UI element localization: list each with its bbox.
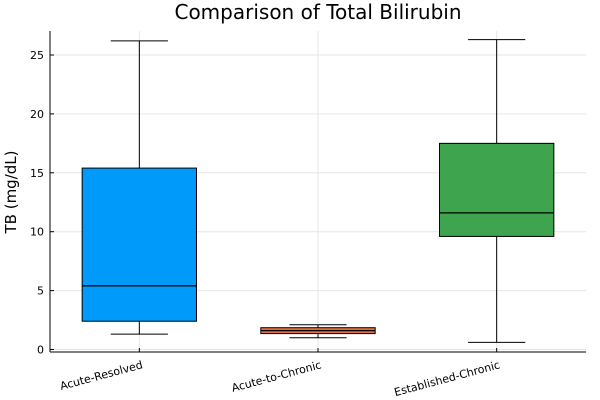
y-tick-label: 0: [37, 344, 44, 357]
y-tick-labels: 0 5 10 15 20 25: [30, 49, 44, 357]
y-tick-label: 10: [30, 226, 44, 239]
x-tick-label: Acute-Resolved: [59, 358, 145, 393]
box-established-chronic: [438, 39, 555, 343]
box-acute-resolved: [81, 40, 198, 335]
x-tick-label: Acute-to-Chronic: [230, 358, 323, 394]
y-tick-label: 25: [30, 49, 44, 62]
y-tick-label: 20: [30, 108, 44, 121]
chart-title: Comparison of Total Bilirubin: [174, 0, 461, 24]
x-tick-label: Established-Chronic: [393, 358, 502, 399]
box-iqr: [438, 142, 555, 237]
box-acute-to-chronic: [260, 324, 376, 339]
box-iqr: [81, 167, 198, 322]
box-plots: [81, 39, 555, 343]
y-axis-label: TB (mg/dL): [2, 151, 20, 235]
y-tick-label: 15: [30, 167, 44, 180]
axes: [49, 31, 586, 353]
x-tick-labels: Acute-Resolved Acute-to-Chronic Establishe…: [59, 358, 502, 399]
y-tick-label: 5: [37, 285, 44, 298]
